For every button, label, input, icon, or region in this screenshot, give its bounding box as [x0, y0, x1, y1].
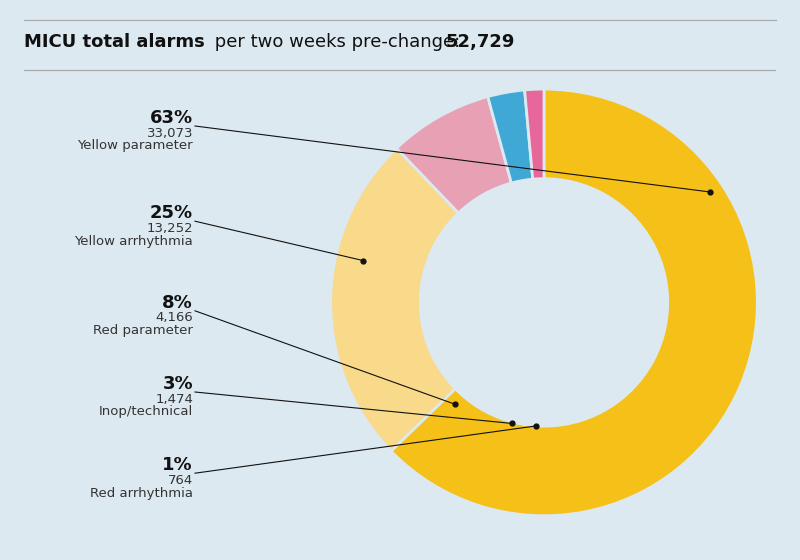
Text: 25%: 25%	[150, 204, 193, 222]
Text: Red parameter: Red parameter	[93, 324, 193, 337]
Text: 63%: 63%	[150, 109, 193, 127]
Wedge shape	[488, 90, 533, 183]
Text: 1%: 1%	[162, 456, 193, 474]
Text: 33,073: 33,073	[146, 127, 193, 139]
Wedge shape	[391, 89, 758, 516]
Wedge shape	[330, 148, 458, 451]
Wedge shape	[525, 89, 544, 179]
Circle shape	[420, 179, 668, 426]
Text: Yellow parameter: Yellow parameter	[78, 139, 193, 152]
Text: Inop/technical: Inop/technical	[98, 405, 193, 418]
Text: 13,252: 13,252	[146, 222, 193, 235]
Text: 764: 764	[168, 474, 193, 487]
Text: Red arrhythmia: Red arrhythmia	[90, 487, 193, 500]
Text: Yellow arrhythmia: Yellow arrhythmia	[74, 235, 193, 248]
Text: per two weeks pre-change:: per two weeks pre-change:	[209, 33, 466, 51]
Text: 3%: 3%	[162, 375, 193, 393]
Text: 8%: 8%	[162, 294, 193, 312]
Text: MICU total alarms: MICU total alarms	[24, 33, 205, 51]
Text: 4,166: 4,166	[155, 311, 193, 324]
Text: MICU total alarms per two weeks pre-change:: MICU total alarms per two weeks pre-chan…	[0, 559, 1, 560]
Text: MICU total alarms per two weeks pre-change:: MICU total alarms per two weeks pre-chan…	[0, 559, 1, 560]
Wedge shape	[397, 97, 511, 213]
Text: 52,729: 52,729	[446, 33, 514, 51]
Text: 1,474: 1,474	[155, 393, 193, 405]
